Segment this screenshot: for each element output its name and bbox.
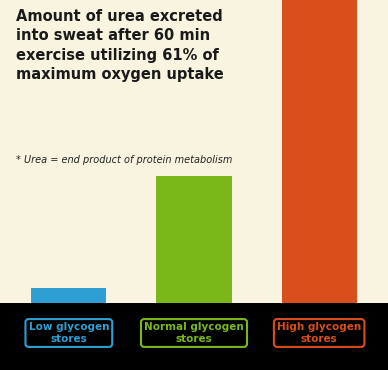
Text: High glycogen
stores: High glycogen stores [277, 322, 361, 344]
Text: Low glycogen
stores: Low glycogen stores [29, 322, 109, 344]
Bar [31, 288, 106, 303]
Text: Normal glycogen
stores: Normal glycogen stores [144, 322, 244, 344]
Text: * Urea = end product of protein metabolism: * Urea = end product of protein metaboli… [16, 155, 232, 165]
Bar [282, 0, 357, 303]
Bar [156, 176, 232, 303]
Text: Amount of urea excreted
into sweat after 60 min
exercise utilizing 61% of
maximu: Amount of urea excreted into sweat after… [16, 9, 223, 82]
